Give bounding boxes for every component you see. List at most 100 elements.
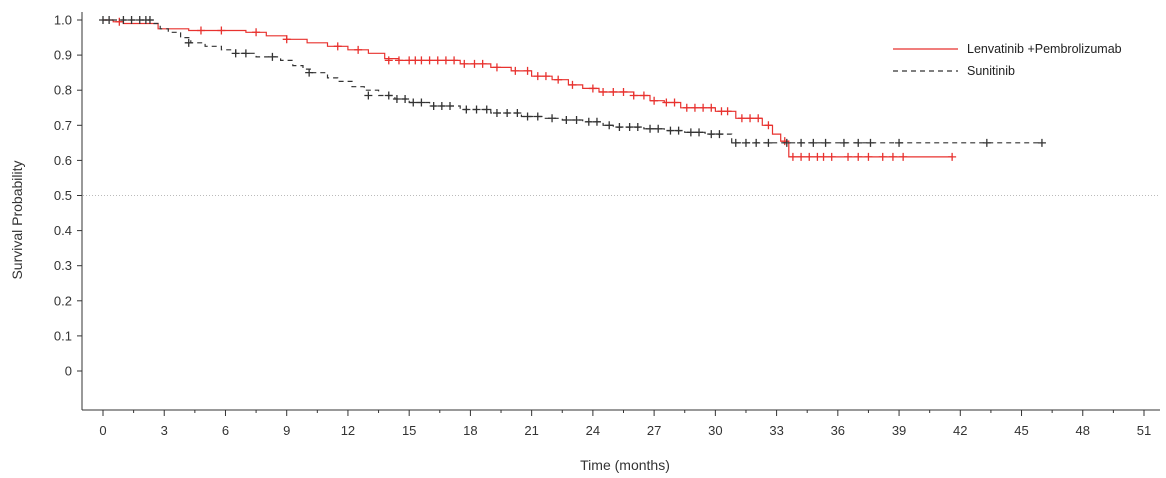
legend-label-sunitinib: Sunitinib [967, 64, 1015, 78]
censor-mark [854, 138, 863, 147]
censor-mark [707, 130, 716, 139]
censor-mark [417, 98, 426, 107]
censor-mark [690, 103, 699, 112]
censor-mark [145, 16, 154, 24]
x-tick-label: 3 [161, 423, 168, 438]
censor-mark [127, 16, 136, 24]
censor-mark [429, 101, 438, 110]
tick-labels: 00.10.20.30.40.50.60.70.80.91.00 3 6 9 12 15 1… [54, 13, 1151, 439]
y-tick-label: 0.2 [54, 293, 72, 308]
censor-mark [878, 152, 887, 161]
censor-mark [511, 66, 520, 75]
censor-mark [764, 121, 773, 130]
censor-mark [686, 128, 695, 137]
censor-mark [819, 152, 828, 161]
x-axis-title: Time (months) [580, 457, 670, 473]
censor-mark [821, 138, 830, 147]
x-tick-label: 18 [463, 423, 477, 438]
censor-mark [731, 138, 740, 147]
y-tick-label: 0 [65, 364, 72, 379]
censor-mark [217, 26, 226, 35]
series-layer [99, 16, 1046, 161]
censor-mark [541, 72, 550, 81]
censor-mark [562, 116, 571, 125]
censor-mark [282, 35, 291, 44]
y-tick-label: 1.0 [54, 13, 72, 28]
censor-mark [105, 16, 114, 24]
censor-mark [417, 56, 426, 65]
y-tick-label: 0.5 [54, 188, 72, 203]
censor-mark [625, 123, 634, 132]
censor-mark [864, 152, 873, 161]
x-tick-label: 30 [708, 423, 722, 438]
censor-mark [533, 72, 542, 81]
censor-mark [788, 152, 797, 161]
y-axis-title: Survival Probability [9, 160, 25, 279]
censor-mark [666, 126, 675, 135]
x-tick-label: 24 [586, 423, 600, 438]
x-tick-label: 33 [769, 423, 783, 438]
censor-mark [695, 128, 704, 137]
y-tick-label: 0.4 [54, 223, 72, 238]
censor-mark [572, 116, 581, 125]
series-sunitinib [99, 16, 1046, 147]
censor-mark [231, 49, 240, 58]
censor-mark [184, 38, 193, 47]
legend: Lenvatinib +Pembrolizumab Sunitinib [893, 42, 1122, 78]
censor-mark [503, 109, 512, 118]
censor-mark [450, 56, 459, 65]
censor-mark [615, 123, 624, 132]
axes [77, 12, 1160, 416]
censor-mark [674, 126, 683, 135]
censor-mark [633, 123, 642, 132]
censor-mark [437, 101, 446, 110]
censor-mark [241, 49, 250, 58]
censor-mark [409, 98, 418, 107]
censor-mark [482, 105, 491, 114]
censor-mark [425, 56, 434, 65]
censor-mark [441, 56, 450, 65]
censor-mark [252, 28, 261, 37]
x-tick-label: 15 [402, 423, 416, 438]
censor-mark [650, 96, 659, 105]
censor-mark [513, 109, 522, 118]
censor-mark [699, 103, 708, 112]
censor-marks-lenvatinib-pembrolizumab [115, 17, 957, 161]
censor-mark [462, 105, 471, 114]
censor-mark [446, 101, 454, 110]
censor-mark [619, 87, 628, 96]
censor-mark [866, 138, 875, 147]
x-tick-label: 45 [1014, 423, 1028, 438]
censor-mark [384, 56, 393, 65]
censor-mark [333, 42, 342, 51]
x-tick-label: 6 [222, 423, 229, 438]
x-tick-label: 21 [524, 423, 538, 438]
censor-mark [723, 107, 732, 116]
censor-mark [492, 109, 501, 118]
censor-mark [1037, 138, 1046, 147]
censor-mark [592, 117, 601, 126]
censor-mark [523, 112, 532, 121]
censor-mark [754, 114, 763, 123]
censor-mark [854, 152, 863, 161]
censor-mark [715, 130, 724, 139]
x-tick-label: 9 [283, 423, 290, 438]
x-tick-label: 51 [1137, 423, 1151, 438]
x-tick-label: 48 [1076, 423, 1090, 438]
censor-mark [401, 94, 410, 103]
censor-mark [472, 105, 481, 114]
legend-label-lenvatinib-pembrolizumab: Lenvatinib +Pembrolizumab [967, 42, 1122, 56]
censor-mark [780, 137, 789, 146]
x-tick-label: 42 [953, 423, 967, 438]
censor-mark [646, 124, 655, 133]
censor-mark [948, 152, 957, 161]
x-tick-label: 39 [892, 423, 906, 438]
censor-mark [392, 94, 401, 103]
censor-mark [639, 91, 648, 100]
censor-mark [460, 59, 469, 68]
censor-mark [737, 114, 746, 123]
censor-mark [433, 56, 442, 65]
censor-mark [268, 52, 277, 61]
survival-curve-lenvatinib-pembrolizumab [103, 19, 953, 158]
series-lenvatinib-pembrolizumab [103, 17, 957, 161]
